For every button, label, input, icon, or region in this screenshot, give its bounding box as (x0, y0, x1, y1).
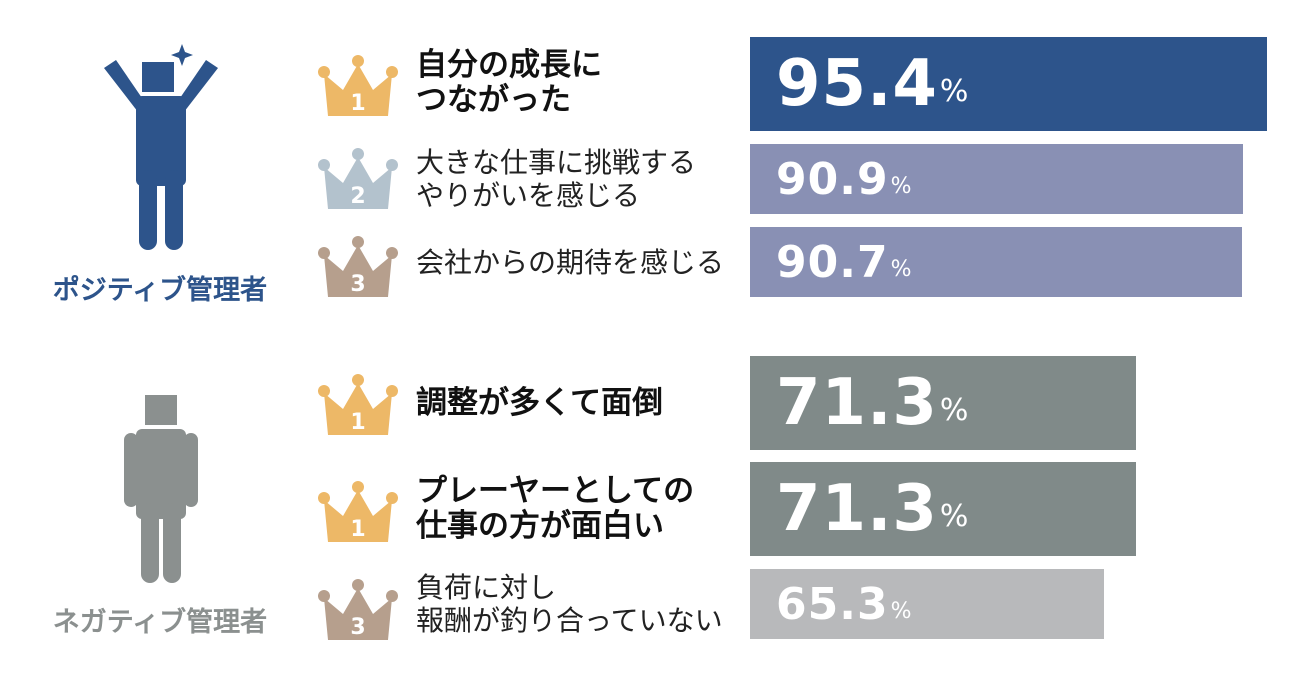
bar: 90.9% (750, 144, 1243, 214)
rank-number: 3 (350, 615, 365, 640)
crown-rank-icon: 3 (318, 236, 398, 297)
data-label-value: 71.3 (776, 472, 938, 546)
bar: 71.3% (750, 356, 1136, 450)
rank-number: 1 (350, 91, 365, 116)
data-label-value: 90.7 (776, 236, 889, 288)
bar: 90.7% (750, 227, 1242, 297)
data-label-unit: % (939, 498, 969, 534)
item-label: 負荷に対し 報酬が釣り合っていない (416, 571, 723, 637)
item-label: プレーヤーとしての 仕事の方が面白い (416, 473, 695, 544)
crown-rank-icon: 3 (318, 579, 398, 640)
data-label-value: 95.4 (776, 47, 938, 121)
data-label-unit: % (939, 392, 969, 428)
item-label: 大きな仕事に挑戦する やりがいを感じる (416, 146, 697, 212)
data-label-value: 90.9 (776, 153, 889, 205)
bar: 71.3% (750, 462, 1136, 556)
data-label-unit: % (890, 173, 912, 199)
crown-rank-icon: 1 (318, 481, 398, 542)
group-label-positive: ポジティブ管理者 (52, 275, 268, 306)
crown-rank-icon: 2 (318, 148, 398, 209)
rank-number: 2 (350, 184, 365, 209)
bar: 65.3% (750, 569, 1104, 639)
data-label-unit: % (939, 73, 969, 109)
rank-number: 1 (350, 410, 365, 435)
data-label-unit: % (890, 256, 912, 282)
rank-number: 1 (350, 517, 365, 542)
bar: 95.4% (750, 37, 1267, 131)
crown-rank-icon: 1 (318, 374, 398, 435)
item-label: 会社からの期待を感じる (416, 245, 725, 279)
data-label-value: 71.3 (776, 366, 938, 440)
data-label-unit: % (890, 598, 912, 624)
negative-manager-figure-icon (124, 395, 198, 583)
positive-manager-figure-icon (104, 44, 218, 250)
item-label: 自分の成長に つながった (416, 47, 602, 118)
data-label-value: 65.3 (776, 578, 889, 630)
crown-rank-icon: 1 (318, 55, 398, 116)
sparkle-icon (171, 44, 193, 66)
item-label: 調整が多くて面倒 (416, 384, 664, 421)
rank-number: 3 (350, 272, 365, 297)
group-label-negative: ネガティブ管理者 (52, 607, 268, 638)
